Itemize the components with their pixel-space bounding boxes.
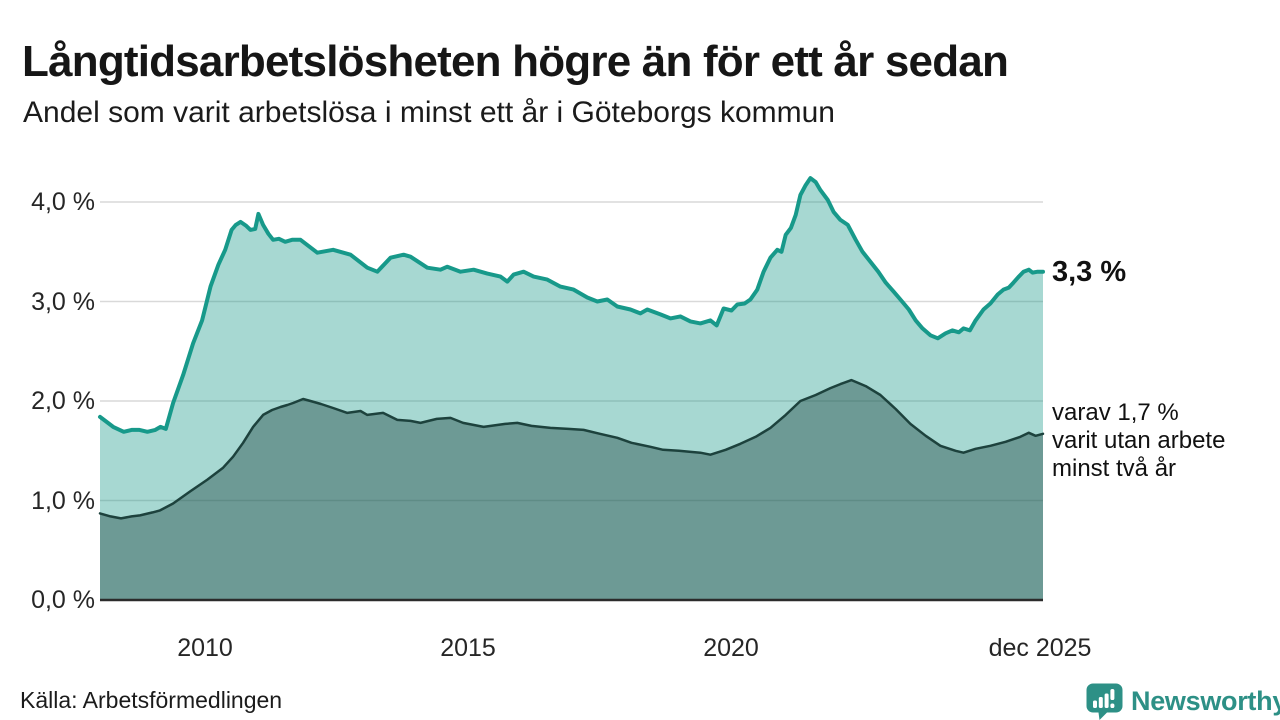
x-tick-2015: 2015 xyxy=(440,634,496,662)
line-total-unemployed xyxy=(98,176,1045,434)
newsworthy-logo-text: Newsworthy xyxy=(1131,686,1280,716)
y-tick-0: 0,0 % xyxy=(31,586,95,614)
area-total-unemployed xyxy=(100,178,1043,600)
x-tick-2010: 2010 xyxy=(177,634,233,662)
latest-total-value-label: 3,3 % xyxy=(1052,256,1127,288)
line-two-years-unemployed xyxy=(98,378,1045,520)
y-tick-2: 2,0 % xyxy=(31,387,95,415)
newsworthy-logo: Newsworthy xyxy=(1086,683,1280,720)
source-caption: Källa: Arbetsförmedlingen xyxy=(20,687,283,713)
y-tick-1: 1,0 % xyxy=(31,487,95,515)
area-two-years-unemployed xyxy=(100,380,1043,600)
page-title: Långtidsarbetslösheten högre än för ett … xyxy=(22,37,1009,87)
chart-subtitle: Andel som varit arbetslösa i minst ett å… xyxy=(23,96,835,129)
y-tick-3: 3,0 % xyxy=(31,288,95,316)
newsworthy-logo-icon xyxy=(1086,683,1123,720)
x-tick-2020: 2020 xyxy=(703,634,759,662)
y-tick-4: 4,0 % xyxy=(31,188,95,216)
two-year-breakdown-label: varav 1,7 % varit utan arbete minst två … xyxy=(1052,399,1226,482)
x-tick-dec-2025: dec 2025 xyxy=(988,634,1092,662)
